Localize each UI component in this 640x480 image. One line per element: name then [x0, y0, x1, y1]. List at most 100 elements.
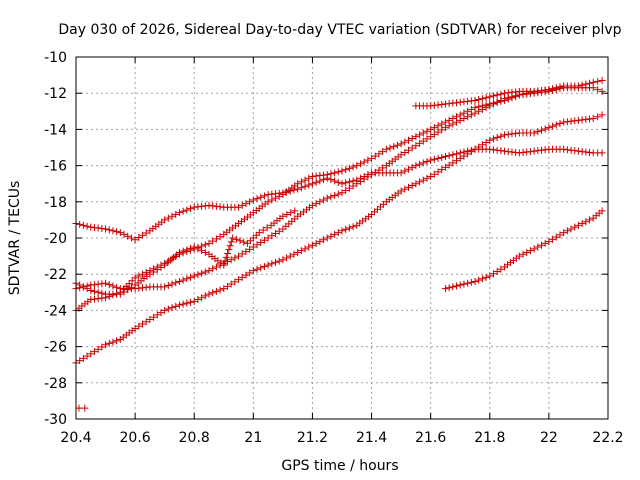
data-point	[153, 311, 161, 319]
data-point	[434, 122, 442, 130]
data-point	[194, 245, 202, 253]
data-point	[578, 81, 586, 89]
data-point	[338, 167, 346, 175]
data-point	[594, 86, 602, 94]
data-point	[209, 289, 217, 297]
data-point	[423, 158, 431, 166]
data-point	[467, 148, 475, 156]
x-tick-label: 22	[540, 430, 558, 446]
series-track-c	[72, 77, 606, 314]
data-point	[408, 144, 416, 152]
y-tick-label: -28	[44, 376, 67, 392]
data-point	[79, 283, 87, 291]
data-point	[486, 93, 494, 101]
data-point	[334, 168, 342, 176]
data-point	[235, 203, 243, 211]
data-point	[212, 287, 220, 295]
data-point	[594, 113, 602, 121]
data-point	[397, 169, 405, 177]
data-point	[316, 198, 324, 206]
data-point	[242, 271, 250, 279]
data-point	[460, 109, 468, 117]
data-point	[272, 229, 279, 237]
data-point	[390, 143, 398, 151]
data-point	[582, 218, 590, 226]
data-point	[76, 220, 84, 228]
data-point	[135, 272, 143, 280]
data-point	[552, 84, 560, 92]
data-point	[161, 306, 169, 314]
data-point	[222, 253, 230, 261]
data-point	[223, 282, 231, 290]
data-point	[327, 193, 335, 201]
series-track-e	[72, 207, 299, 298]
data-point	[598, 149, 606, 157]
data-point	[253, 265, 261, 273]
data-point	[408, 182, 416, 190]
data-point	[175, 209, 183, 217]
data-point	[327, 170, 335, 178]
data-point	[249, 243, 257, 251]
y-axis-tick-labels: -30 -28 -26 -24 -22 -20 -18 -16 -14 -12 -10	[44, 50, 67, 428]
data-point	[246, 198, 254, 206]
data-point	[578, 220, 586, 228]
data-point	[353, 180, 361, 188]
data-point	[423, 174, 431, 182]
data-point	[434, 168, 442, 176]
data-point	[275, 227, 283, 235]
data-point	[127, 234, 135, 242]
data-point	[393, 141, 401, 149]
data-point	[175, 248, 183, 256]
data-point	[201, 241, 209, 249]
data-point	[412, 142, 420, 150]
data-point	[438, 166, 446, 174]
data-point	[445, 152, 453, 160]
data-point	[142, 268, 150, 276]
data-point	[467, 105, 475, 113]
data-point	[538, 126, 545, 134]
data-point	[482, 273, 490, 281]
data-point	[194, 271, 202, 279]
data-point	[471, 104, 479, 112]
series-track-g	[441, 207, 606, 293]
data-point	[139, 320, 146, 328]
data-point	[456, 281, 464, 289]
data-point	[264, 234, 272, 242]
data-point	[187, 273, 195, 281]
data-point	[574, 82, 582, 90]
data-point	[297, 178, 305, 186]
data-point	[478, 95, 486, 103]
data-point	[416, 131, 424, 139]
data-point	[441, 118, 449, 126]
data-point	[497, 265, 505, 273]
y-tick-label: -24	[44, 303, 67, 319]
data-point	[467, 278, 475, 286]
x-tick-label: 21	[244, 430, 262, 446]
data-point	[190, 297, 198, 305]
data-point	[161, 216, 169, 224]
data-point	[116, 290, 124, 298]
data-point	[90, 348, 98, 356]
data-point	[183, 246, 191, 254]
data-point	[268, 196, 276, 204]
data-point	[187, 205, 195, 213]
data-point	[412, 162, 420, 170]
data-point	[249, 196, 257, 204]
data-point	[545, 124, 553, 132]
data-point	[589, 78, 597, 86]
data-point	[430, 170, 438, 178]
data-point	[497, 132, 505, 140]
data-point	[412, 133, 420, 141]
data-point	[135, 322, 143, 330]
data-point	[397, 187, 405, 195]
data-point	[83, 352, 91, 360]
data-point	[87, 350, 95, 358]
data-point	[331, 230, 339, 238]
data-point	[102, 279, 110, 287]
data-point	[356, 177, 364, 185]
data-point	[464, 107, 472, 115]
data-point	[364, 156, 372, 164]
data-point	[272, 194, 279, 202]
data-point	[255, 229, 263, 237]
